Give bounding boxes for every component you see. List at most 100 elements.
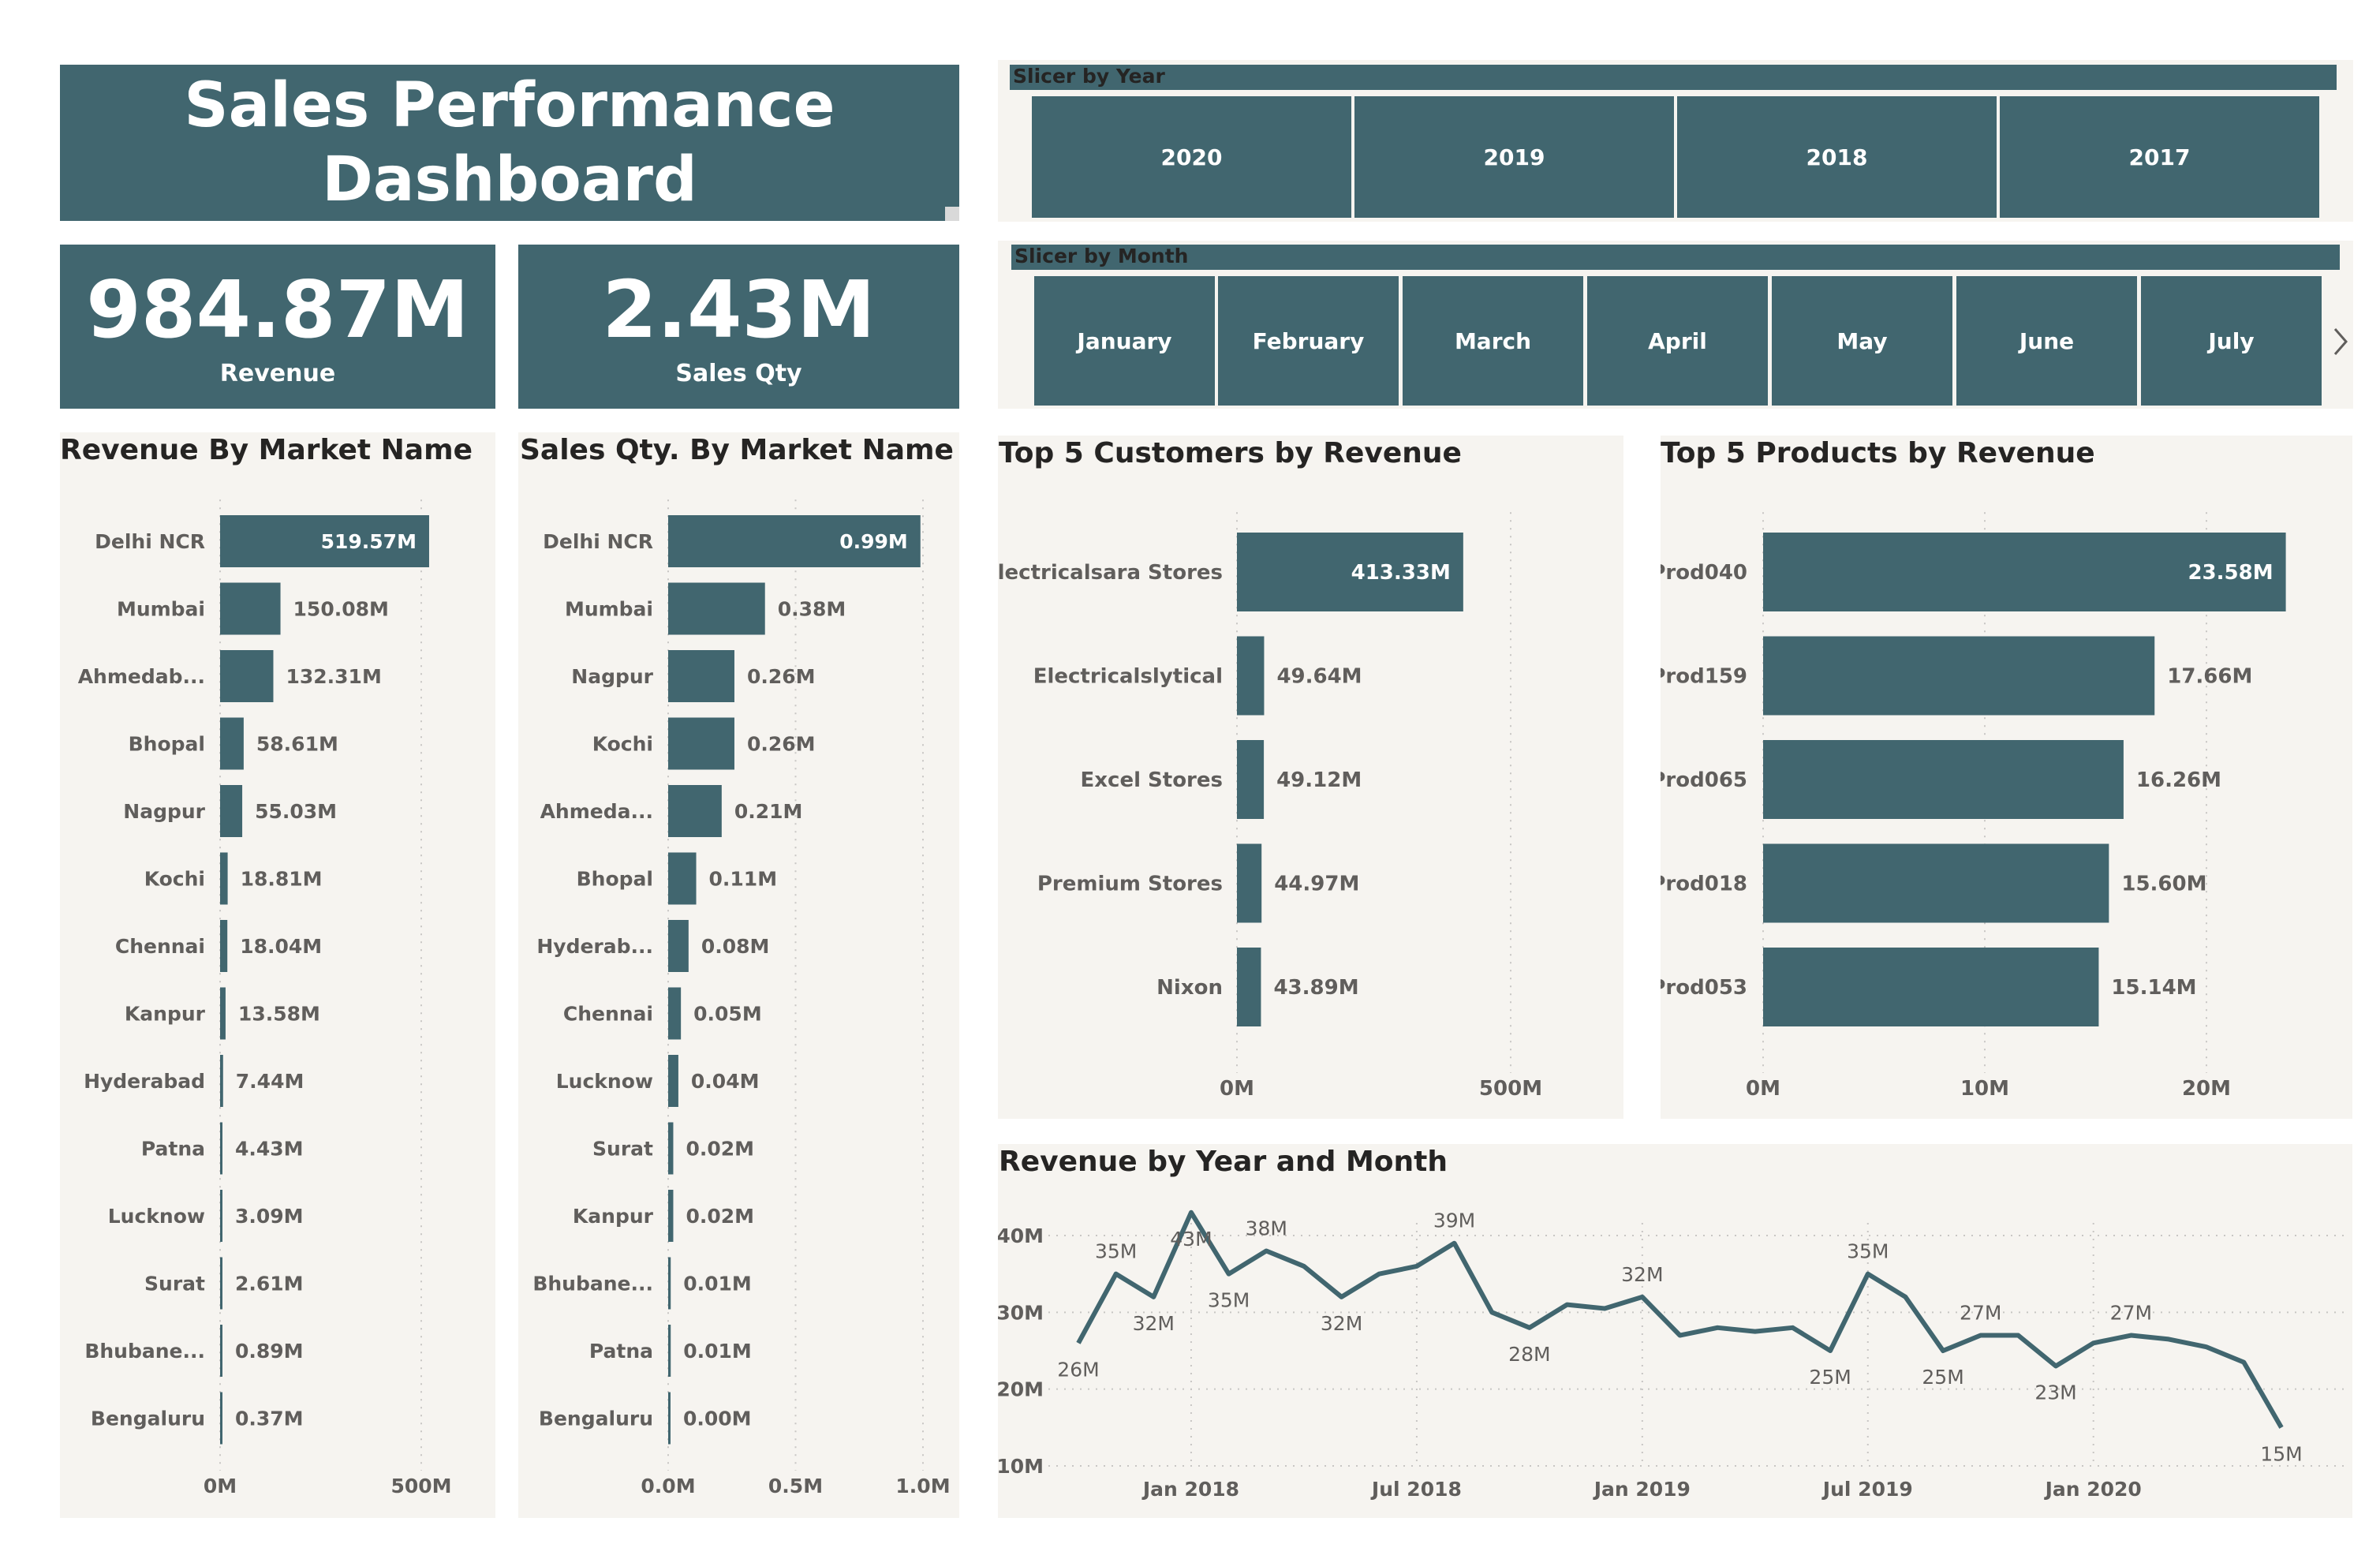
x-tick-label: 500M (1479, 1077, 1542, 1101)
bar[interactable] (668, 582, 765, 635)
month-option-january[interactable]: January (1034, 276, 1215, 406)
data-point[interactable] (1451, 1239, 1459, 1247)
data-point[interactable] (1149, 1293, 1157, 1301)
data-label: 0.04M (691, 1070, 760, 1093)
bar[interactable] (1237, 843, 1262, 923)
data-point[interactable] (2090, 1339, 2098, 1347)
bar[interactable] (220, 650, 274, 702)
data-point[interactable] (1300, 1262, 1308, 1270)
bar[interactable] (1763, 843, 2109, 923)
data-point[interactable] (1375, 1270, 1383, 1278)
data-point[interactable] (1676, 1332, 1684, 1340)
bar[interactable] (668, 920, 689, 972)
data-label: 15.14M (2111, 976, 2196, 1000)
data-point[interactable] (2277, 1423, 2285, 1431)
x-tick-label: 0M (204, 1475, 237, 1497)
bar[interactable] (668, 515, 921, 567)
month-option-february[interactable]: February (1218, 276, 1399, 406)
bar[interactable] (668, 717, 734, 770)
bar[interactable] (668, 1392, 671, 1445)
bar[interactable] (220, 785, 243, 837)
bar[interactable] (220, 1122, 222, 1175)
data-point[interactable] (1713, 1324, 1721, 1332)
data-point[interactable] (1338, 1293, 1346, 1301)
month-option-may[interactable]: May (1772, 276, 1952, 406)
data-point[interactable] (1112, 1270, 1120, 1278)
data-point[interactable] (2240, 1359, 2247, 1366)
bar[interactable] (668, 1055, 678, 1107)
data-point[interactable] (1413, 1262, 1421, 1270)
bar[interactable] (1763, 533, 2286, 611)
data-point[interactable] (2203, 1343, 2210, 1351)
data-point[interactable] (1901, 1293, 1909, 1301)
bar[interactable] (1237, 948, 1261, 1026)
data-point[interactable] (2014, 1332, 2022, 1340)
revenue-line[interactable] (1076, 1209, 2284, 1429)
data-label: 3.09M (235, 1205, 304, 1228)
kpi-revenue-value: 984.87M (86, 263, 469, 356)
data-label: 16.26M (2136, 768, 2221, 792)
data-label: 49.64M (1276, 665, 1362, 689)
bar[interactable] (220, 1392, 222, 1445)
month-option-july[interactable]: July (2141, 276, 2322, 406)
chevron-right-icon[interactable] (2329, 320, 2352, 364)
bar[interactable] (220, 1325, 222, 1377)
data-label: 49.12M (1276, 768, 1362, 792)
year-option-2018[interactable]: 2018 (1677, 96, 1997, 218)
data-point[interactable] (1074, 1339, 1082, 1347)
x-tick-label: 0M (1746, 1077, 1780, 1101)
bar[interactable] (1763, 948, 2099, 1026)
bar[interactable] (220, 515, 429, 567)
bar[interactable] (1763, 636, 2155, 716)
bar[interactable] (220, 1257, 222, 1310)
data-point[interactable] (1826, 1347, 1834, 1355)
x-tick-label: 0.0M (641, 1475, 695, 1497)
bar[interactable] (1237, 533, 1463, 611)
data-point[interactable] (1225, 1270, 1233, 1278)
data-point[interactable] (1939, 1347, 1947, 1355)
data-point[interactable] (2165, 1335, 2173, 1343)
data-point[interactable] (1751, 1328, 1759, 1336)
category-label: Prod159 (1661, 665, 1747, 689)
data-point[interactable] (2127, 1332, 2135, 1340)
bar[interactable] (668, 785, 722, 837)
year-option-2019[interactable]: 2019 (1354, 96, 1674, 218)
data-point[interactable] (1788, 1324, 1796, 1332)
year-option-2020[interactable]: 2020 (1032, 96, 1351, 218)
bar[interactable] (668, 650, 734, 702)
bar[interactable] (1237, 636, 1265, 716)
resize-handle (945, 207, 959, 221)
bar[interactable] (220, 987, 226, 1040)
bar[interactable] (220, 1055, 223, 1107)
bar[interactable] (668, 1122, 674, 1175)
bar[interactable] (220, 920, 228, 972)
data-point[interactable] (1526, 1324, 1534, 1332)
data-point[interactable] (1262, 1247, 1270, 1254)
month-option-june[interactable]: June (1956, 276, 2137, 406)
year-option-2017[interactable]: 2017 (2000, 96, 2319, 218)
data-point[interactable] (1488, 1308, 1496, 1316)
month-option-march[interactable]: March (1403, 276, 1583, 406)
data-point[interactable] (1977, 1332, 1985, 1340)
bar[interactable] (220, 717, 244, 770)
bar[interactable] (1763, 740, 2124, 819)
data-point[interactable] (1864, 1270, 1872, 1278)
bar[interactable] (220, 1190, 222, 1242)
kpi-sales-qty-value: 2.43M (602, 263, 876, 356)
data-point[interactable] (2052, 1362, 2060, 1370)
month-option-april[interactable]: April (1587, 276, 1768, 406)
bar[interactable] (668, 987, 682, 1040)
data-point[interactable] (1187, 1209, 1195, 1217)
bar[interactable] (220, 852, 228, 905)
data-point[interactable] (1564, 1301, 1571, 1309)
bar[interactable] (668, 1325, 671, 1377)
bar[interactable] (1237, 740, 1265, 819)
data-label: 0.89M (235, 1340, 304, 1363)
kpi-sales-qty-label: Sales Qty (675, 359, 802, 387)
bar[interactable] (668, 852, 697, 905)
bar[interactable] (668, 1257, 671, 1310)
bar[interactable] (220, 582, 281, 635)
bar[interactable] (668, 1190, 674, 1242)
data-point[interactable] (1601, 1304, 1608, 1312)
data-point[interactable] (1638, 1293, 1646, 1301)
